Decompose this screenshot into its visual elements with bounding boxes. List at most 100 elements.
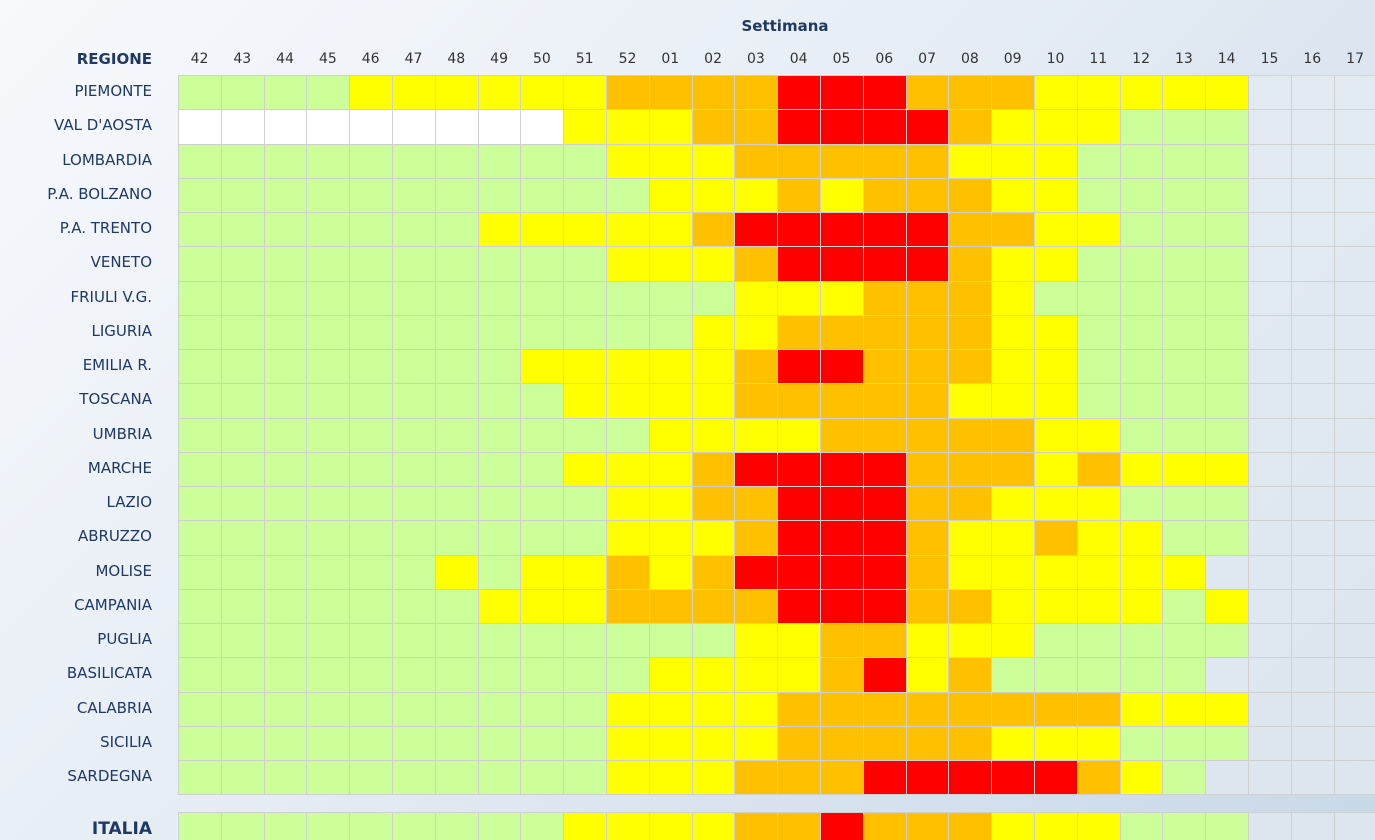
heat-cell	[1333, 109, 1375, 145]
heat-cell	[734, 349, 779, 385]
heat-cell	[1333, 812, 1375, 840]
heat-cell	[434, 486, 479, 522]
heat-cell	[1290, 109, 1335, 145]
heat-cell	[1162, 349, 1207, 385]
heat-cell	[1205, 623, 1249, 659]
row-label: VENETO	[90, 253, 152, 272]
heat-cell	[905, 725, 950, 761]
heat-cell	[520, 691, 565, 727]
heat-cell	[991, 212, 1035, 248]
heat-cell	[691, 812, 736, 840]
heat-cell	[606, 691, 650, 727]
heat-cell	[1119, 554, 1164, 590]
heat-cell	[691, 383, 736, 419]
heat-cell	[606, 109, 650, 145]
heat-cell	[349, 657, 393, 693]
heat-cell	[820, 486, 864, 522]
heat-cell	[563, 417, 607, 453]
heat-cell	[862, 349, 907, 385]
heat-cell	[434, 383, 479, 419]
heat-cell	[434, 280, 479, 316]
heat-cell	[648, 280, 693, 316]
heat-cell	[306, 75, 351, 111]
heat-cell	[1119, 246, 1164, 282]
heat-cell	[178, 812, 222, 840]
heat-cell	[306, 623, 351, 659]
heat-cell	[520, 520, 565, 556]
heat-cell	[948, 383, 993, 419]
heat-cell	[477, 760, 522, 796]
heat-cell	[862, 314, 907, 350]
heat-cell	[1205, 812, 1249, 840]
week-label: 05	[832, 51, 851, 67]
heat-cell	[606, 383, 650, 419]
heat-cell	[220, 520, 265, 556]
heat-cell	[220, 280, 265, 316]
week-label: 51	[575, 51, 594, 67]
heat-cell	[1119, 725, 1164, 761]
heat-cell	[777, 349, 821, 385]
heat-cell	[392, 212, 436, 248]
heat-cell	[1290, 349, 1335, 385]
heat-cell	[178, 520, 222, 556]
heat-cell	[991, 554, 1035, 590]
heat-cell	[349, 177, 393, 213]
heat-cell	[1248, 725, 1292, 761]
heat-cell	[1248, 812, 1292, 840]
week-label: 12	[1132, 51, 1150, 67]
total-label: ITALIA	[91, 819, 152, 839]
heat-cell	[691, 314, 736, 350]
heat-cell	[220, 657, 265, 693]
heat-cell	[392, 349, 436, 385]
heat-cell	[1333, 417, 1375, 453]
heat-cell	[648, 760, 693, 796]
heat-cell	[1119, 486, 1164, 522]
heat-cell	[1076, 246, 1121, 282]
heat-cell	[1034, 520, 1078, 556]
heat-cell	[349, 349, 393, 385]
heat-cell	[477, 812, 522, 840]
heat-cell	[777, 177, 821, 213]
heat-cell	[948, 588, 993, 624]
heat-cell	[648, 812, 693, 840]
heat-cell	[220, 349, 265, 385]
heat-cell	[520, 451, 565, 487]
heat-cell	[648, 212, 693, 248]
row-label: FRIULI V.G.	[70, 287, 153, 306]
week-label: 49	[490, 51, 508, 67]
heat-cell	[220, 177, 265, 213]
heat-cell	[563, 143, 607, 179]
heat-cell	[862, 623, 907, 659]
heat-cell	[263, 691, 308, 727]
week-label: 06	[875, 51, 894, 67]
week-label: 50	[532, 51, 551, 67]
heat-cell	[648, 349, 693, 385]
heat-cell	[905, 760, 950, 796]
week-label: 47	[404, 51, 423, 67]
heat-cell	[1290, 486, 1335, 522]
heat-cell	[734, 246, 779, 282]
heat-cell	[648, 451, 693, 487]
heat-cell	[563, 280, 607, 316]
heat-cell	[178, 143, 222, 179]
heat-cell	[1205, 143, 1249, 179]
heat-cell	[1205, 383, 1249, 419]
heat-cell	[862, 417, 907, 453]
heat-cell	[392, 725, 436, 761]
heat-cell	[392, 177, 436, 213]
heat-cell	[1290, 75, 1335, 111]
heat-cell	[434, 417, 479, 453]
heat-cell	[263, 212, 308, 248]
heat-cell	[563, 554, 607, 590]
row-label: P.A. TRENTO	[59, 219, 152, 237]
heat-cell	[691, 725, 736, 761]
heat-cell	[820, 109, 864, 145]
heat-cell	[948, 349, 993, 385]
week-label: 46	[361, 51, 380, 67]
heat-cell	[1290, 760, 1335, 796]
heat-cell	[434, 451, 479, 487]
heat-cell	[905, 212, 950, 248]
heat-cell	[991, 109, 1035, 145]
heat-cell	[392, 486, 436, 522]
heat-cell	[178, 177, 222, 213]
